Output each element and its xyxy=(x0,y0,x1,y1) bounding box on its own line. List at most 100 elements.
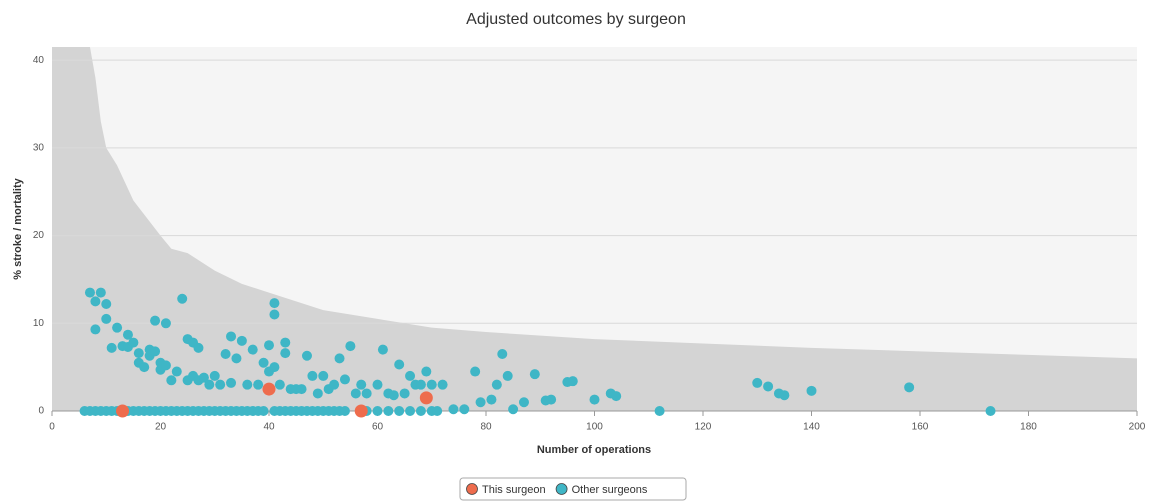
y-axis-label: % stroke / mortality xyxy=(12,177,24,279)
point xyxy=(806,385,817,396)
legend-swatch xyxy=(466,483,478,495)
y-tick-label: 30 xyxy=(33,143,45,154)
x-tick-label: 140 xyxy=(803,422,820,433)
point xyxy=(101,298,112,309)
point xyxy=(372,379,383,390)
point xyxy=(904,382,915,393)
x-tick-label: 100 xyxy=(586,422,603,433)
point xyxy=(611,391,622,402)
point xyxy=(209,370,220,381)
y-tick-label: 0 xyxy=(38,406,44,417)
point xyxy=(518,397,529,408)
point xyxy=(459,404,470,415)
legend-swatch xyxy=(555,483,568,495)
point xyxy=(166,375,177,386)
x-tick-label: 60 xyxy=(372,422,384,433)
point xyxy=(231,353,242,364)
point xyxy=(356,379,367,390)
x-tick-label: 20 xyxy=(155,422,167,433)
point xyxy=(171,366,182,377)
legend-box xyxy=(459,477,687,501)
point xyxy=(106,342,117,353)
legend-label: Other surgeons xyxy=(572,484,648,496)
x-tick-label: 40 xyxy=(263,422,275,433)
point xyxy=(345,341,356,352)
point xyxy=(763,381,774,392)
point xyxy=(116,404,130,418)
point xyxy=(339,406,350,416)
point xyxy=(160,360,171,371)
point xyxy=(334,353,345,364)
x-tick-label: 200 xyxy=(1129,422,1146,433)
point xyxy=(150,346,161,357)
y-tick-label: 10 xyxy=(33,318,45,329)
point xyxy=(432,406,443,416)
point xyxy=(220,348,231,359)
point xyxy=(486,394,497,405)
point xyxy=(226,377,237,388)
y-tick-label: 40 xyxy=(33,55,45,66)
point xyxy=(198,372,209,383)
x-axis-label: Number of operations xyxy=(537,444,651,456)
point xyxy=(226,331,237,342)
point xyxy=(101,313,112,324)
point xyxy=(296,384,307,395)
chart-title: Adjusted outcomes by surgeon xyxy=(466,11,686,28)
point xyxy=(193,342,204,353)
point xyxy=(318,370,329,381)
point xyxy=(361,388,372,399)
point xyxy=(399,388,410,399)
point xyxy=(388,390,399,401)
point xyxy=(307,370,318,381)
point xyxy=(329,379,340,390)
x-tick-label: 0 xyxy=(49,422,55,433)
point xyxy=(419,391,433,405)
point xyxy=(95,287,106,298)
point xyxy=(236,335,247,346)
point xyxy=(150,315,161,326)
y-tick-label: 20 xyxy=(33,230,45,241)
point xyxy=(269,362,280,373)
point xyxy=(426,379,437,390)
point xyxy=(339,374,350,385)
point xyxy=(415,379,426,390)
point xyxy=(405,406,416,416)
point xyxy=(312,388,323,399)
point xyxy=(253,379,264,390)
point xyxy=(394,406,405,416)
point xyxy=(242,379,253,390)
point xyxy=(354,404,368,418)
x-tick-label: 180 xyxy=(1020,422,1037,433)
point xyxy=(269,309,280,320)
point xyxy=(567,376,578,387)
point xyxy=(654,406,665,416)
point xyxy=(421,366,432,377)
x-tick-label: 80 xyxy=(480,422,492,433)
point xyxy=(215,379,226,390)
point xyxy=(301,350,312,361)
point xyxy=(383,406,394,416)
point xyxy=(350,388,361,399)
point xyxy=(752,377,763,388)
point xyxy=(258,406,269,416)
point xyxy=(589,394,600,405)
point xyxy=(405,370,416,381)
point xyxy=(437,379,448,390)
point xyxy=(448,404,459,415)
point xyxy=(985,406,996,416)
point xyxy=(133,348,144,359)
point xyxy=(529,369,540,380)
point xyxy=(90,296,101,307)
x-tick-label: 160 xyxy=(912,422,929,433)
point xyxy=(177,293,188,304)
point xyxy=(377,344,388,355)
point xyxy=(258,357,269,368)
point xyxy=(491,379,502,390)
point xyxy=(122,329,133,340)
point xyxy=(160,318,171,329)
point xyxy=(470,366,481,377)
point xyxy=(502,370,513,381)
point xyxy=(497,348,508,359)
x-tick-label: 120 xyxy=(695,422,712,433)
